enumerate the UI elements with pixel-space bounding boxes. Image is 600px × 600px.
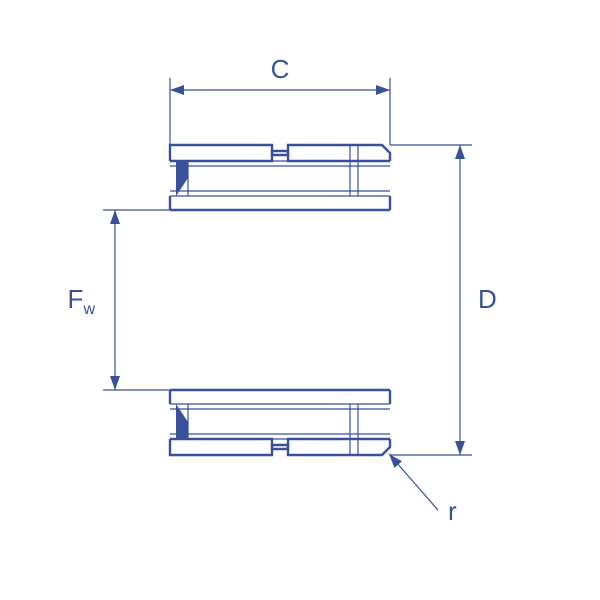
outer-ring (170, 145, 390, 161)
bearing-cross-section-diagram: C D Fw r (0, 0, 600, 600)
dim-label-r: r (448, 496, 457, 526)
dim-label-c: C (271, 54, 290, 84)
dim-label-d: D (478, 284, 497, 314)
dim-label-fw: Fw (68, 284, 96, 318)
outer-ring (170, 439, 390, 455)
